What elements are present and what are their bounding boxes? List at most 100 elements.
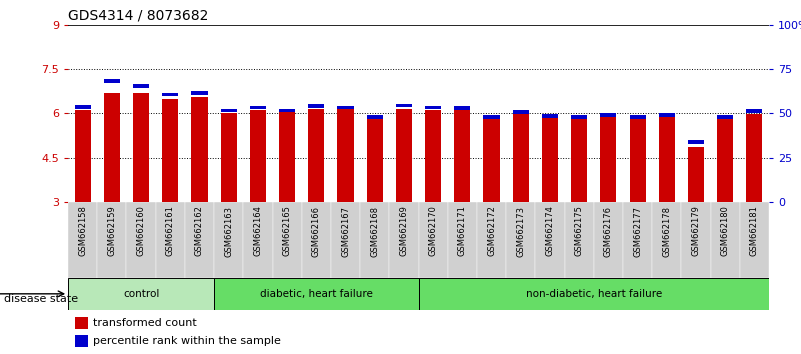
Bar xyxy=(477,202,506,278)
Bar xyxy=(425,105,441,109)
Bar xyxy=(74,110,91,202)
Bar xyxy=(688,140,704,144)
Text: non-diabetic, heart failure: non-diabetic, heart failure xyxy=(525,289,662,299)
Text: GSM662180: GSM662180 xyxy=(721,206,730,256)
Bar xyxy=(418,278,769,310)
Text: GDS4314 / 8073682: GDS4314 / 8073682 xyxy=(68,8,208,22)
Text: GSM662160: GSM662160 xyxy=(137,206,146,256)
Bar xyxy=(104,93,120,202)
Bar xyxy=(214,202,244,278)
Bar xyxy=(623,202,652,278)
Text: GSM662159: GSM662159 xyxy=(107,206,116,256)
Bar xyxy=(688,147,704,202)
Bar xyxy=(220,109,237,113)
Bar xyxy=(337,109,353,202)
Text: GSM662181: GSM662181 xyxy=(750,206,759,256)
Bar xyxy=(571,115,587,202)
Bar xyxy=(506,202,535,278)
Bar xyxy=(155,202,185,278)
Text: GSM662169: GSM662169 xyxy=(400,206,409,256)
Text: disease state: disease state xyxy=(4,294,78,304)
Bar xyxy=(308,109,324,202)
Bar xyxy=(448,202,477,278)
Bar xyxy=(484,117,500,202)
Text: GSM662165: GSM662165 xyxy=(283,206,292,256)
Text: GSM662173: GSM662173 xyxy=(516,206,525,257)
Text: GSM662177: GSM662177 xyxy=(633,206,642,257)
Bar xyxy=(163,93,179,97)
Bar xyxy=(279,112,295,202)
Text: control: control xyxy=(123,289,159,299)
Bar xyxy=(337,105,353,109)
Bar xyxy=(630,115,646,119)
Bar xyxy=(652,202,682,278)
Text: GSM662175: GSM662175 xyxy=(574,206,584,256)
Text: GSM662174: GSM662174 xyxy=(545,206,554,256)
Bar xyxy=(747,109,763,113)
Bar xyxy=(542,114,558,118)
Bar xyxy=(250,105,266,109)
Text: GSM662164: GSM662164 xyxy=(253,206,263,256)
Bar xyxy=(127,202,155,278)
Bar xyxy=(513,114,529,202)
Bar xyxy=(682,202,710,278)
Bar xyxy=(214,278,418,310)
Bar xyxy=(658,113,674,117)
Text: GSM662171: GSM662171 xyxy=(458,206,467,256)
Text: GSM662168: GSM662168 xyxy=(370,206,379,257)
Bar xyxy=(717,115,733,119)
Bar xyxy=(630,117,646,202)
Bar xyxy=(542,117,558,202)
Bar xyxy=(658,115,674,202)
Text: transformed count: transformed count xyxy=(93,318,197,328)
Text: percentile rank within the sample: percentile rank within the sample xyxy=(93,336,281,346)
Text: GSM662178: GSM662178 xyxy=(662,206,671,257)
Bar xyxy=(747,114,763,202)
Bar xyxy=(68,278,214,310)
Bar xyxy=(600,115,617,202)
Bar xyxy=(565,202,594,278)
Text: GSM662179: GSM662179 xyxy=(691,206,700,256)
Bar xyxy=(454,106,470,110)
Text: GSM662170: GSM662170 xyxy=(429,206,437,256)
Bar xyxy=(133,93,149,202)
Bar xyxy=(513,110,529,114)
Bar xyxy=(571,115,587,119)
Bar xyxy=(396,104,412,107)
Bar xyxy=(535,202,565,278)
Text: GSM662158: GSM662158 xyxy=(78,206,87,256)
Bar xyxy=(74,105,91,109)
Bar xyxy=(367,118,383,202)
Bar xyxy=(331,202,360,278)
Bar xyxy=(425,110,441,202)
Bar xyxy=(244,202,272,278)
Bar xyxy=(717,115,733,202)
Text: GSM662162: GSM662162 xyxy=(195,206,204,256)
Text: GSM662176: GSM662176 xyxy=(604,206,613,257)
Text: GSM662163: GSM662163 xyxy=(224,206,233,257)
Text: GSM662172: GSM662172 xyxy=(487,206,496,256)
Bar xyxy=(272,202,302,278)
Bar xyxy=(367,115,383,119)
Bar xyxy=(740,202,769,278)
Bar xyxy=(279,109,295,113)
Bar xyxy=(396,109,412,202)
Text: GSM662166: GSM662166 xyxy=(312,206,321,257)
Bar xyxy=(710,202,740,278)
Bar xyxy=(97,202,127,278)
Bar xyxy=(133,84,149,88)
Bar xyxy=(302,202,331,278)
Bar xyxy=(75,316,87,329)
Bar xyxy=(389,202,418,278)
Bar xyxy=(163,98,179,202)
Bar xyxy=(68,202,97,278)
Bar xyxy=(185,202,214,278)
Text: GSM662167: GSM662167 xyxy=(341,206,350,257)
Text: GSM662161: GSM662161 xyxy=(166,206,175,256)
Bar xyxy=(454,110,470,202)
Bar xyxy=(220,113,237,202)
Bar xyxy=(104,79,120,83)
Bar xyxy=(594,202,623,278)
Bar xyxy=(418,202,448,278)
Bar xyxy=(75,335,87,347)
